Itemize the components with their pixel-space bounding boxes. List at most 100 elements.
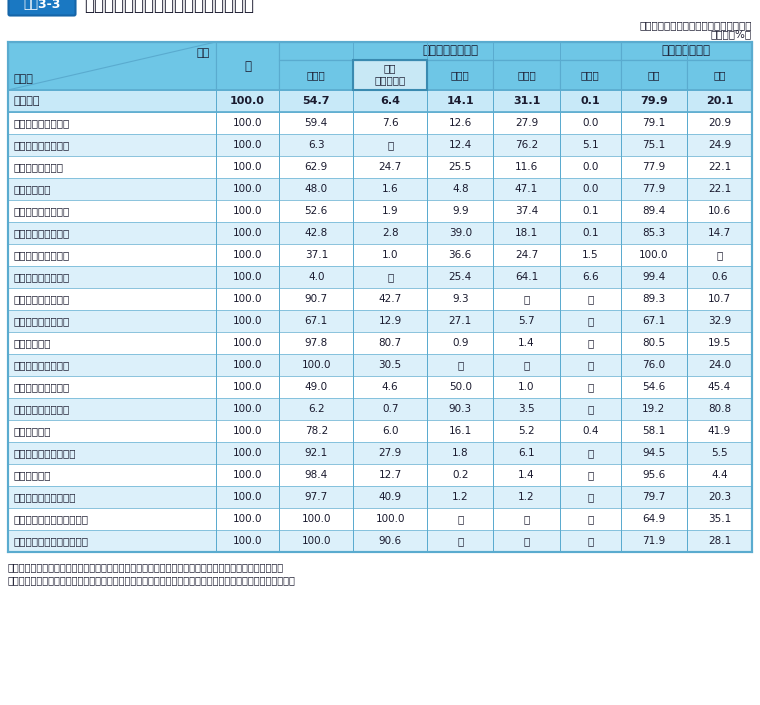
Bar [216,376,280,398]
Bar [559,508,621,530]
Text: 92.1: 92.1 [305,448,328,458]
Text: 100.0: 100.0 [233,404,262,414]
Bar [559,376,621,398]
Text: 50.0: 50.0 [448,382,472,392]
Text: 第一号任期付研究員俸給表: 第一号任期付研究員俸給表 [13,514,88,524]
Bar [427,288,493,310]
Bar [493,288,559,310]
Text: 大学院修了: 大学院修了 [375,75,406,85]
Bar [216,112,280,134]
Text: 福祉職俸給表: 福祉職俸給表 [13,426,50,436]
Text: 75.1: 75.1 [642,140,666,150]
Bar [427,420,493,442]
Text: 11.6: 11.6 [515,162,538,172]
Text: 100.0: 100.0 [233,470,262,480]
Bar [280,266,353,288]
Text: 22.1: 22.1 [708,162,731,172]
Bar [621,244,687,266]
Bar [559,244,621,266]
Text: 6.6: 6.6 [582,272,599,282]
Bar [493,332,559,354]
Text: －: － [717,250,723,260]
Bar [280,354,353,376]
Text: 海事職俸給表（二）: 海事職俸給表（二） [13,272,69,282]
Text: 49.0: 49.0 [305,382,328,392]
Bar [216,442,280,464]
Bar [559,178,621,200]
Text: 27.9: 27.9 [378,448,402,458]
Text: 100.0: 100.0 [233,228,262,238]
Bar [353,442,427,464]
Text: 公安職俸給表（一）: 公安職俸給表（一） [13,206,69,216]
Bar [687,222,752,244]
Bar [8,200,216,222]
Bar [559,200,621,222]
Bar [621,178,687,200]
Text: 28.1: 28.1 [708,536,731,546]
Bar [353,288,427,310]
Text: 64.9: 64.9 [642,514,666,524]
Bar [216,464,280,486]
Text: 59.4: 59.4 [305,118,328,128]
Text: 研究職俸給表: 研究職俸給表 [13,338,50,348]
FancyBboxPatch shape [8,0,75,16]
Text: 100.0: 100.0 [233,162,262,172]
Text: 10.6: 10.6 [708,206,731,216]
Text: 100.0: 100.0 [233,294,262,304]
Text: 俸給表: 俸給表 [13,74,33,84]
Bar [427,178,493,200]
Text: 85.3: 85.3 [642,228,666,238]
Text: 35.1: 35.1 [708,514,731,524]
Text: 42.8: 42.8 [305,228,328,238]
Text: 0.0: 0.0 [582,162,598,172]
Text: 24.0: 24.0 [708,360,731,370]
Text: 6.4: 6.4 [380,96,401,106]
Text: うち: うち [384,63,397,73]
Text: 5.2: 5.2 [518,426,535,436]
Bar [353,112,427,134]
Bar [8,376,216,398]
Bar [427,156,493,178]
Text: 99.4: 99.4 [642,272,666,282]
Text: 80.5: 80.5 [642,338,666,348]
Text: 100.0: 100.0 [302,360,331,370]
Bar [280,42,621,60]
Text: 9.3: 9.3 [452,294,469,304]
Bar [8,90,216,112]
Bar [559,398,621,420]
Text: 67.1: 67.1 [305,316,328,326]
Bar [280,464,353,486]
Text: 100.0: 100.0 [233,316,262,326]
Bar [8,332,216,354]
Bar [493,486,559,508]
Text: －: － [587,492,594,502]
Bar [353,310,427,332]
Bar [493,376,559,398]
Text: 97.7: 97.7 [305,492,328,502]
Text: 20.1: 20.1 [706,96,733,106]
Bar [559,222,621,244]
Text: 25.5: 25.5 [448,162,472,172]
Bar [216,486,280,508]
Text: 6.2: 6.2 [308,404,325,414]
Bar [280,60,353,90]
Bar [353,530,427,552]
Bar [621,508,687,530]
Text: 12.9: 12.9 [378,316,402,326]
Text: 専門行政職俸給表: 専門行政職俸給表 [13,162,63,172]
Text: 0.2: 0.2 [452,470,468,480]
Text: 90.7: 90.7 [305,294,328,304]
Text: 22.1: 22.1 [708,184,731,194]
Text: 1.8: 1.8 [452,448,469,458]
Text: 24.7: 24.7 [378,162,402,172]
Text: 税務職俸給表: 税務職俸給表 [13,184,50,194]
Text: （単位：%）: （単位：%） [711,29,752,39]
Bar [621,156,687,178]
Text: －: － [587,338,594,348]
Text: 89.4: 89.4 [642,206,666,216]
Bar [280,376,353,398]
Text: 0.0: 0.0 [582,118,598,128]
Text: 80.7: 80.7 [378,338,402,348]
Text: 77.9: 77.9 [642,184,666,194]
Bar [216,244,280,266]
